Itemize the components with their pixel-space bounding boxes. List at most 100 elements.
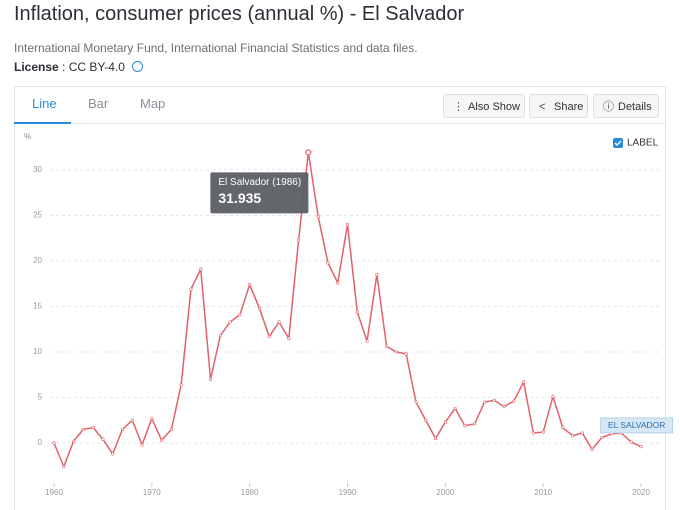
point [482, 400, 487, 404]
tab[interactable]: Line [32, 96, 57, 111]
point [355, 310, 359, 314]
y-tick-label: 10 [33, 347, 42, 356]
series-line [53, 152, 642, 469]
button-label: Also Show [468, 101, 520, 113]
page-title: Inflation, consumer prices (annual %) - … [14, 3, 465, 25]
point [512, 399, 516, 403]
x-tick-label: 2000 [436, 488, 454, 497]
point [443, 420, 447, 424]
y-tick-label: 25 [33, 211, 42, 220]
point [336, 281, 340, 285]
y-tick-label: 5 [38, 393, 43, 402]
point [570, 434, 575, 438]
point [267, 334, 271, 339]
point [600, 435, 604, 440]
tooltip-value: 31.935 [218, 190, 261, 206]
point [590, 447, 594, 451]
point [473, 422, 477, 426]
also-show-button[interactable]: ⋮ Also Show [443, 94, 525, 118]
point [521, 380, 526, 384]
point [365, 339, 369, 343]
tooltip [210, 172, 309, 214]
point [101, 437, 105, 441]
tab[interactable]: Map [140, 96, 166, 111]
point [287, 336, 291, 340]
point [238, 313, 242, 317]
point [296, 238, 301, 242]
point [277, 320, 281, 324]
point [91, 425, 95, 430]
chart-card [14, 86, 666, 510]
y-tick-label: 20 [33, 256, 42, 265]
point [130, 418, 134, 422]
point [71, 439, 76, 443]
point [385, 344, 389, 349]
point [150, 416, 154, 421]
point [189, 287, 193, 291]
point [502, 405, 506, 409]
point [394, 350, 399, 354]
point [541, 430, 545, 434]
license-label: License [14, 60, 59, 74]
y-tick-label: 15 [33, 302, 42, 311]
point [414, 400, 418, 404]
source: International Monetary Fund, Internation… [14, 41, 418, 55]
point [492, 398, 496, 402]
point [169, 427, 173, 431]
point [424, 418, 428, 422]
point [404, 352, 408, 356]
button-label: Share [554, 101, 584, 113]
series-label: EL SALVADOR [608, 420, 665, 430]
label-checkbox[interactable] [613, 138, 623, 148]
point [199, 267, 203, 271]
series-label-box [600, 417, 674, 434]
x-tick-label: 1960 [45, 488, 63, 497]
point [228, 320, 232, 324]
highlight-point [305, 149, 312, 156]
point [345, 223, 350, 227]
point [248, 283, 252, 287]
y-axis-label: % [24, 132, 31, 141]
point [316, 214, 320, 219]
point [140, 443, 144, 447]
checkmark [614, 140, 622, 146]
y-tick-label: 30 [33, 165, 42, 174]
point [81, 427, 85, 431]
point [111, 452, 115, 456]
point [120, 427, 125, 431]
point [639, 445, 643, 449]
point [62, 465, 66, 469]
label-toggle[interactable]: LABEL [627, 138, 659, 149]
point [433, 436, 438, 441]
point [52, 441, 56, 445]
x-tick-label: 1980 [241, 488, 259, 497]
point [179, 383, 183, 387]
x-tick-label: 1970 [143, 488, 161, 497]
tab-divider [14, 123, 666, 124]
point [160, 438, 164, 442]
point [463, 424, 467, 428]
license-value: : CC BY-4.0 [62, 60, 125, 74]
tooltip-title: El Salvador (1986) [218, 177, 301, 188]
point [326, 261, 330, 265]
point [531, 431, 535, 435]
point [453, 406, 457, 411]
point [375, 273, 379, 277]
point [551, 394, 555, 399]
x-tick-label: 2010 [534, 488, 552, 497]
license: License : CC BY-4.0 [14, 60, 144, 74]
point [218, 334, 222, 338]
point [580, 431, 584, 435]
info-icon[interactable] [132, 61, 144, 72]
point [629, 440, 633, 444]
tab-indicator [14, 122, 71, 124]
x-tick-label: 1990 [339, 488, 357, 497]
point [561, 425, 565, 430]
tab[interactable]: Bar [88, 96, 109, 111]
y-tick-label: 0 [38, 438, 43, 447]
point [208, 377, 213, 381]
details-button[interactable]: ⓘ Details [593, 94, 659, 118]
share-button[interactable]: < Share [529, 94, 588, 118]
